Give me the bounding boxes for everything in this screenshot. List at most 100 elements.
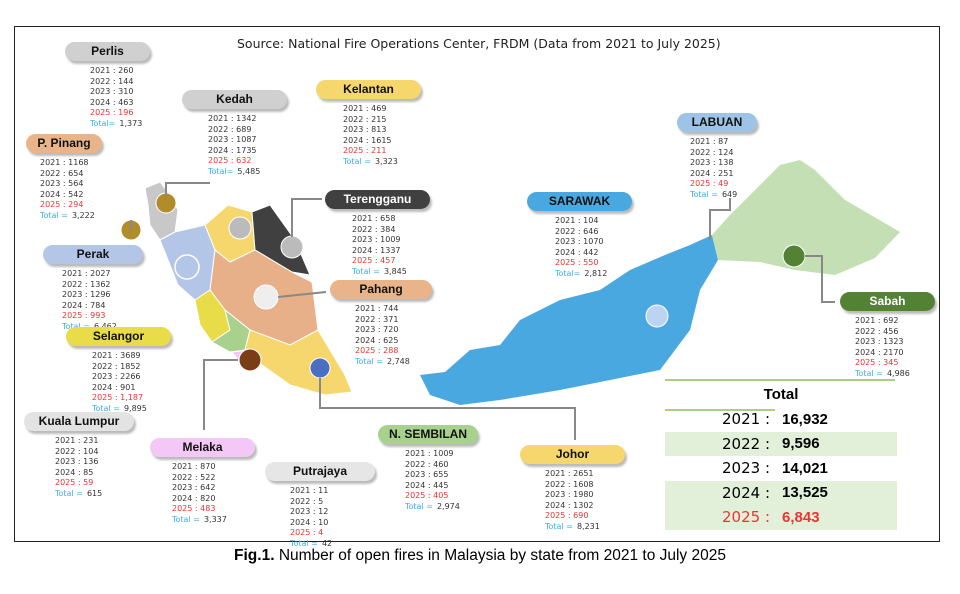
connector-lines [130,182,895,440]
year-count: 2023 : 720 [355,325,399,334]
year-count: 2024 : 85 [55,467,94,477]
totals-row: 2025 : 6,843 [665,505,897,530]
totals-value: 14,021 [782,459,828,477]
marker-johor [309,357,331,379]
year-count: 2024 : 1302 [545,500,594,510]
year-2025-count: 2025 : 405 [405,491,449,500]
total-value: 615 [86,488,103,498]
year-count: 2022 : 384 [352,224,396,234]
caption-label: Fig.1. [234,547,275,564]
state-stats-johor: 2021 : 2651 2022 : 1608 2023 : 1980 2024 : … [545,469,600,532]
total-value: 1,373 [119,118,143,128]
state-label-johor: Johor [520,445,625,464]
state-stats-sabah: 2021 : 692 2022 : 456 2023 : 1323 2024 : 21… [855,316,910,379]
total-label: Total = [290,538,318,548]
totals-row: 2024 : 13,525 [665,480,897,505]
state-label-kuala-lumpur: Kuala Lumpur [24,412,134,431]
year-count: 2022 : 460 [405,459,449,469]
state-stats-pahang: 2021 : 744 2022 : 371 2023 : 720 2024 : 625… [355,304,410,367]
total-label: Total = [40,210,68,220]
year-count: 2021 : 2651 [545,469,594,478]
totals-row: 2022 : 9,596 [665,431,897,456]
total-label: Total = [343,156,371,166]
year-2025-count: 2025 : 4 [290,528,324,537]
year-count: 2022 : 104 [55,446,99,456]
state-label-perak: Perak [43,245,143,264]
state-stats-putrajaya: 2021 : 11 2022 : 5 2023 : 12 2024 : 10 2025 … [290,486,332,549]
year-count: 2024 : 1615 [343,135,392,145]
total-value: 3,337 [203,514,227,524]
year-count: 2024 : 820 [172,493,216,503]
total-label: Total= [208,166,234,176]
state-label-sarawak: SARAWAK [527,192,632,211]
marker-pahang [253,284,279,310]
total-value: 42 [321,538,333,548]
total-label: Total = [92,403,120,413]
year-2025-count: 2025 : 993 [62,311,106,320]
year-2025-count: 2025 : 483 [172,504,216,513]
year-count: 2023 : 655 [405,470,449,479]
total-label: Total= [555,268,581,278]
state-stats-perak: 2021 : 2027 2022 : 1362 2023 : 1296 2024 : … [62,269,117,332]
state-label-n-sembilan: N. SEMBILAN [378,425,478,444]
totals-value: 16,932 [782,410,828,428]
year-count: 2023 : 310 [90,87,134,96]
totals-year: 2021 : [722,410,770,429]
year-2025-count: 2025 : 294 [40,200,84,209]
year-count: 2024 : 442 [555,247,599,257]
year-count: 2024 : 1735 [208,145,257,155]
total-value: 3,845 [383,266,407,276]
totals-title: Total [763,386,799,403]
total-label: Total = [545,521,573,531]
year-count: 2022 : 654 [40,168,84,178]
source-note: Source: National Fire Operations Center,… [237,36,721,51]
totals-year: 2023 : [722,459,770,478]
total-value: 3,222 [71,210,95,220]
year-count: 2023 : 813 [343,125,387,134]
region-sarawak [420,235,718,405]
year-count: 2023 : 564 [40,179,84,188]
year-count: 2023 : 1009 [352,235,401,244]
year-count: 2022 : 371 [355,314,399,324]
year-2025-count: 2025 : 690 [545,511,589,520]
year-count: 2022 : 144 [90,76,134,86]
total-label: Total = [55,488,83,498]
year-count: 2022 : 522 [172,472,216,482]
total-value: 3,323 [374,156,398,166]
marker-kelantan [228,216,252,240]
state-stats-kedah: 2021 : 1342 2022 : 689 2023 : 1087 2024 : 1… [208,114,260,177]
year-count: 2024 : 901 [92,382,136,392]
year-count: 2023 : 642 [172,483,216,492]
totals-year: 2022 : [722,434,770,453]
year-2025-count: 2025 : 59 [55,478,94,487]
state-label-selangor: Selangor [66,327,171,346]
total-value: 2,974 [436,501,460,511]
year-2025-count: 2025 : 1,187 [92,393,144,402]
state-label-p-pinang: P. Pinang [26,134,102,153]
year-count: 2022 : 456 [855,326,899,336]
year-count: 2022 : 646 [555,226,599,236]
state-label-terengganu: Terengganu [325,190,430,209]
totals-row: 2023 : 14,021 [665,456,897,481]
totals-year: 2025 : [722,508,770,527]
totals-value: 6,843 [782,508,820,526]
year-count: 2021 : 1009 [405,449,454,458]
year-count: 2022 : 1852 [92,361,141,371]
year-count: 2021 : 11 [290,486,329,495]
total-value: 5,485 [237,166,261,176]
year-2025-count: 2025 : 196 [90,108,134,117]
year-2025-count: 2025 : 457 [352,256,396,265]
totals-table: Total 2021 : 16,932 2022 : 9,596 2023 : 14,02… [665,383,897,530]
total-value: 649 [721,189,738,199]
total-value: 6,462 [93,321,117,331]
year-2025-count: 2025 : 550 [555,258,599,267]
total-label: Total = [855,368,883,378]
state-stats-sarawak: 2021 : 104 2022 : 646 2023 : 1070 2024 : 44… [555,216,607,279]
year-count: 2024 : 1337 [352,245,401,255]
figure-caption: Fig.1. Number of open fires in Malaysia … [0,547,960,565]
year-count: 2021 : 1342 [208,114,257,123]
year-count: 2021 : 870 [172,462,216,471]
year-2025-count: 2025 : 288 [355,346,399,355]
year-count: 2024 : 10 [290,517,329,527]
total-value: 2,812 [584,268,608,278]
